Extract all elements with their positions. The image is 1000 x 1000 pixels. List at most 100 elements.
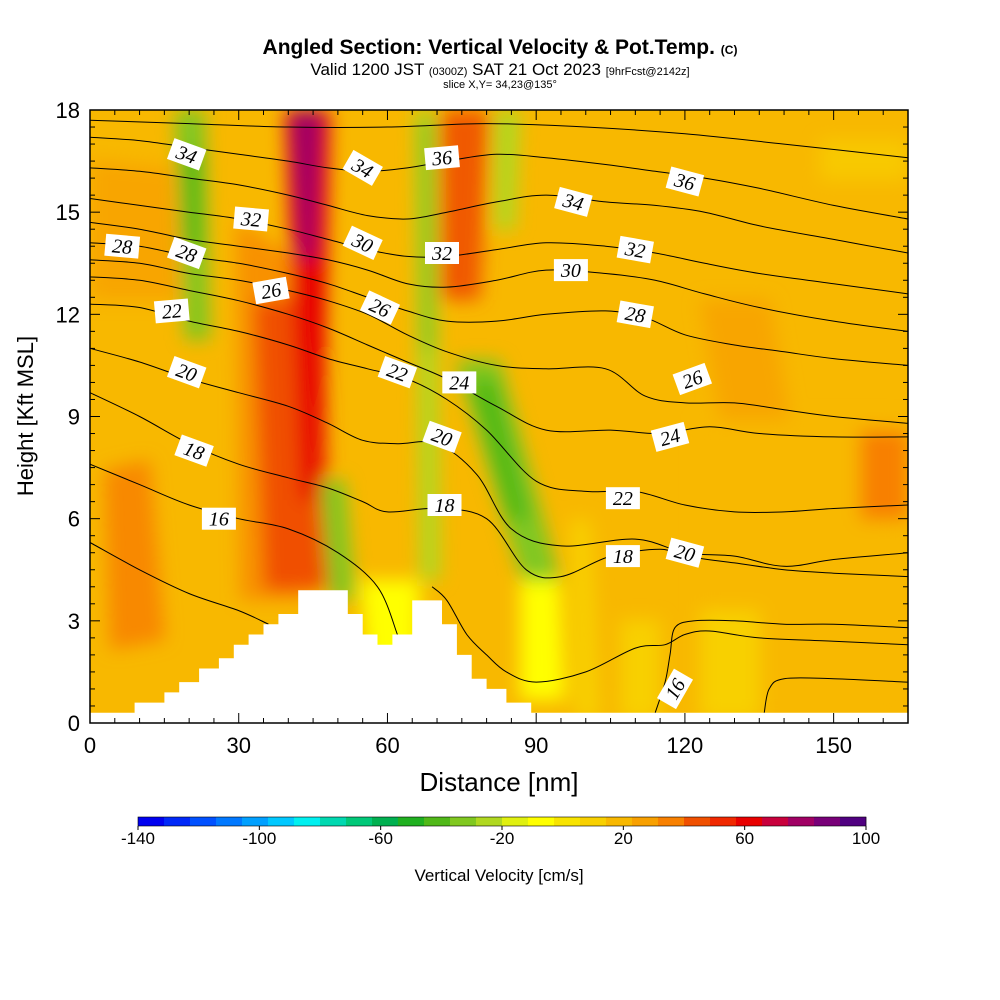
colorbar-tick-label: -140: [121, 829, 155, 848]
theta-contour-16: [654, 619, 908, 713]
theta-label-box: [422, 420, 462, 454]
colorbar-swatch: [528, 817, 555, 826]
x-axis-label: Distance [nm]: [420, 767, 579, 797]
theta-label-box: [166, 138, 207, 171]
velocity-field: [90, 110, 908, 723]
forecast-info: [9hrFcst@2142z]: [605, 66, 690, 78]
colorbar-swatch: [840, 817, 867, 826]
theta-label: 16: [201, 507, 236, 531]
theta-label-box: [252, 276, 290, 305]
theta-label: 22: [605, 487, 640, 510]
theta-label: 34: [554, 186, 593, 217]
colorbar-swatch: [450, 817, 477, 826]
colorbar-swatch: [788, 817, 815, 826]
theta-label-box: [425, 242, 459, 264]
colorbar-swatch: [814, 817, 841, 826]
theta-label-box: [616, 300, 654, 329]
theta-label-box: [424, 145, 460, 171]
theta-label-box: [665, 166, 705, 197]
chart-title: Angled Section: Vertical Velocity & Pot.…: [0, 36, 1000, 62]
theta-label-text: 22: [161, 300, 183, 324]
colorbar-swatch: [580, 817, 607, 826]
theta-label: 20: [422, 420, 462, 454]
y-tick-labels: 0 3 6 9 12 15 18: [56, 98, 80, 736]
theta-label-box: [153, 298, 190, 324]
theta-label-text: 18: [613, 546, 633, 568]
theta-label: 18: [427, 494, 462, 517]
x-tick-label: 30: [226, 733, 250, 758]
colorbar-swatch: [294, 817, 321, 826]
theta-contour-16: [763, 677, 908, 713]
theta-label-box: [233, 206, 269, 232]
colorbar-label: Vertical Velocity [cm/s]: [414, 866, 583, 885]
valid-time: Valid 1200 JST: [310, 60, 425, 79]
theta-label-text: 24: [449, 372, 469, 394]
theta-label: 32: [616, 235, 654, 264]
colorbar-swatch: [710, 817, 737, 826]
y-tick-label: 18: [56, 98, 80, 123]
theta-label-text: 28: [623, 303, 647, 328]
field-features: [90, 110, 908, 720]
theta-label-box: [342, 149, 383, 186]
chart-title-block: Angled Section: Vertical Velocity & Pot.…: [0, 36, 1000, 91]
theta-label-box: [166, 236, 207, 270]
colorbar-swatch: [554, 817, 581, 826]
theta-label: 26: [252, 276, 290, 305]
theta-label-box: [342, 225, 383, 260]
colorbar-swatch: [346, 817, 373, 826]
colorbar-tick-label: -100: [242, 829, 276, 848]
theta-label-text: 30: [560, 260, 581, 282]
theta-label-box: [554, 186, 593, 217]
theta-label-box: [605, 545, 640, 568]
colorbar-swatch: [398, 817, 425, 826]
colorbar-tick-label: -60: [368, 829, 393, 848]
theta-label: 32: [233, 206, 269, 232]
theta-label-box: [650, 421, 690, 452]
theta-label-text: 22: [613, 488, 633, 510]
x-tick-label: 120: [667, 733, 704, 758]
theta-label-box: [377, 356, 418, 389]
theta-label: 20: [166, 356, 207, 389]
theta-label-text: 32: [239, 208, 262, 232]
colorbar-swatch: [762, 817, 789, 826]
theta-label-text: 26: [259, 279, 283, 304]
colorbar-tick-labels: -140 -100 -60 -20 20 60 100: [121, 826, 880, 848]
theta-label-text: 28: [111, 235, 133, 259]
theta-label: 22: [377, 356, 418, 389]
theta-label: 22: [153, 298, 190, 324]
theta-label-box: [616, 235, 654, 264]
theta-label-text: 36: [430, 147, 453, 171]
colorbar-swatch: [190, 817, 217, 826]
theta-contour-16: [431, 586, 908, 683]
theta-label-box: [656, 668, 694, 710]
valid-utc: (0300Z): [428, 66, 468, 78]
colorbar-swatch: [658, 817, 685, 826]
theta-contour-30: [90, 221, 908, 332]
theta-label: 28: [616, 300, 654, 329]
colorbar-swatch: [164, 817, 191, 826]
theta-contour-26: [90, 259, 908, 424]
colorbar-swatch: [606, 817, 633, 826]
colorbar-swatch: [476, 817, 503, 826]
colorbar-swatch: [320, 817, 347, 826]
colorbar-swatch: [684, 817, 711, 826]
theta-contour-18: [90, 392, 908, 579]
x-tick-label: 0: [84, 733, 96, 758]
title-main: Angled Section: Vertical Velocity & Pot.…: [262, 36, 715, 59]
y-axis-label: Height [Kft MSL]: [13, 336, 38, 496]
colorbar-tick-label: 20: [614, 829, 633, 848]
theta-label-box: [605, 487, 640, 510]
theta-label-text: 16: [209, 509, 229, 531]
theta-label: 24: [442, 371, 477, 394]
y-tick-label: 9: [68, 405, 80, 430]
x-tick-labels: 0 30 60 90 120 150: [84, 733, 852, 758]
x-tick-label: 90: [524, 733, 548, 758]
colorbar-tick-label: 100: [852, 829, 880, 848]
theta-label: 32: [425, 242, 459, 265]
theta-label: 36: [665, 166, 705, 197]
colorbar: [137, 816, 867, 827]
colorbar-swatch: [632, 817, 659, 826]
colorbar-swatch: [242, 817, 269, 826]
